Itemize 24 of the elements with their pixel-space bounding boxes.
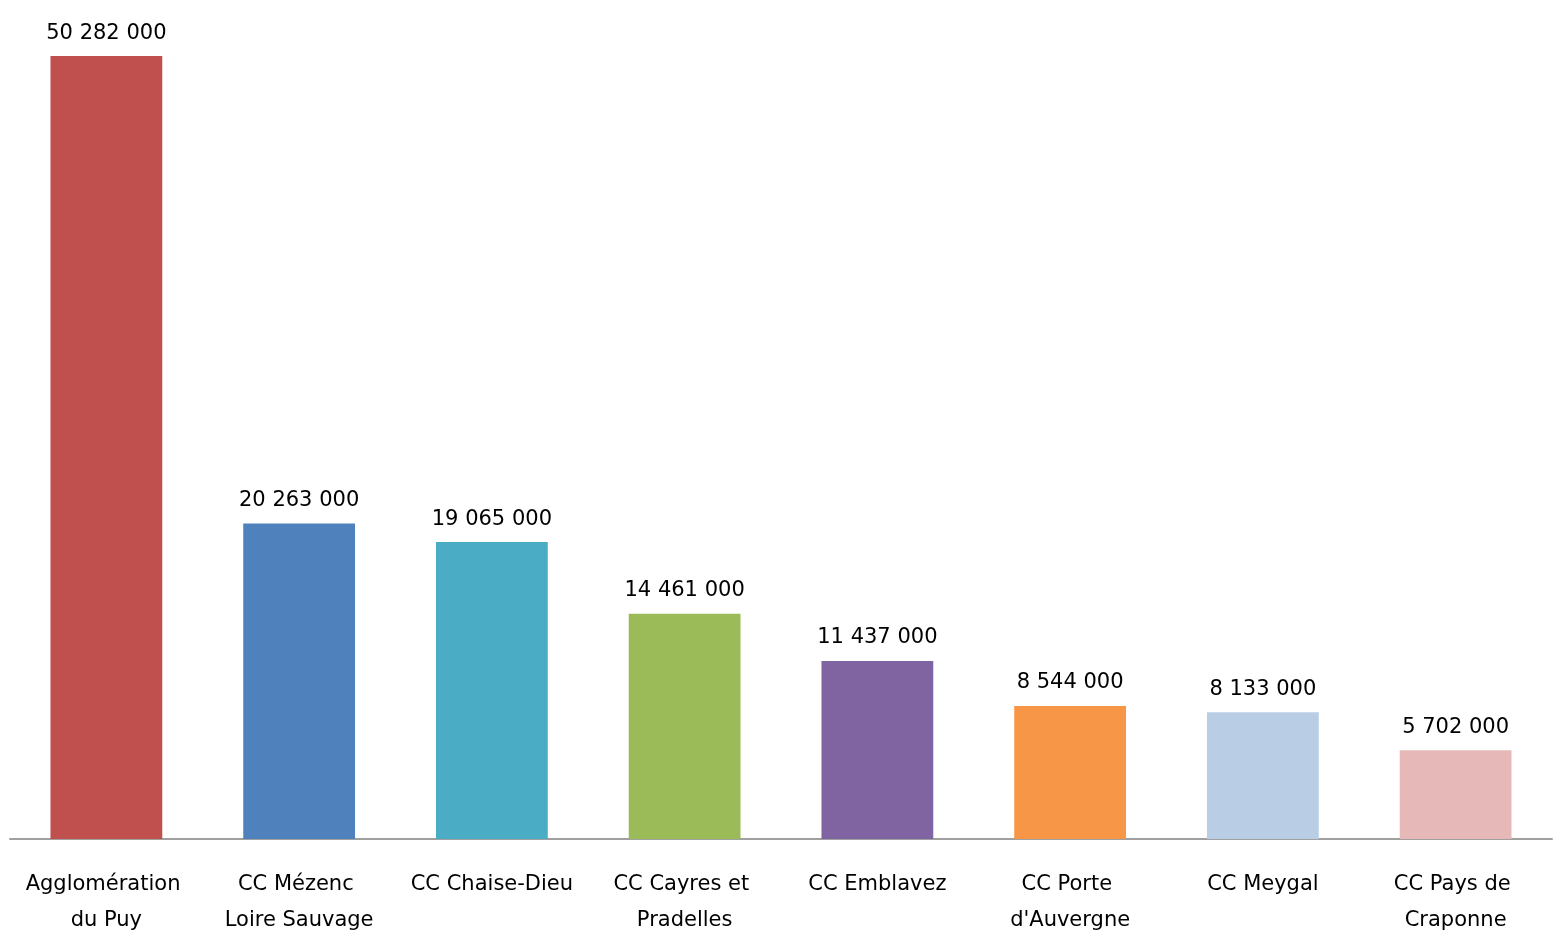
- x-tick-label: CC Chaise-Dieu: [410, 871, 574, 895]
- data-label: 11 437 000: [817, 624, 938, 649]
- x-tick-label: CC Meygal: [1207, 871, 1319, 895]
- data-label: 20 263 000: [239, 486, 360, 511]
- bar: [1014, 705, 1127, 839]
- bar: [50, 56, 163, 839]
- x-tick-label: CC Mézenc Loire Sauvage: [224, 871, 374, 931]
- bar: [1399, 750, 1512, 839]
- x-tick-label: Agglomération du Puy: [25, 871, 188, 931]
- x-tick-label: CC Emblavez: [808, 871, 947, 895]
- bar: [821, 660, 934, 839]
- bar: [243, 523, 356, 839]
- data-label: 50 282 000: [46, 19, 167, 44]
- bar: [628, 613, 741, 839]
- bar: [435, 542, 548, 839]
- bar: [1206, 712, 1319, 839]
- data-label: 5 702 000: [1402, 713, 1510, 738]
- x-tick-label: CC Cayres et Pradelles: [613, 871, 756, 931]
- data-label: 19 065 000: [431, 505, 552, 530]
- data-label: 8 133 000: [1209, 675, 1317, 700]
- x-tick-label: CC Porte d'Auvergne: [1010, 871, 1131, 931]
- data-label: 14 461 000: [624, 577, 745, 602]
- data-label: 8 544 000: [1016, 669, 1124, 694]
- x-tick-label: CC Pays de Craponne: [1393, 871, 1518, 931]
